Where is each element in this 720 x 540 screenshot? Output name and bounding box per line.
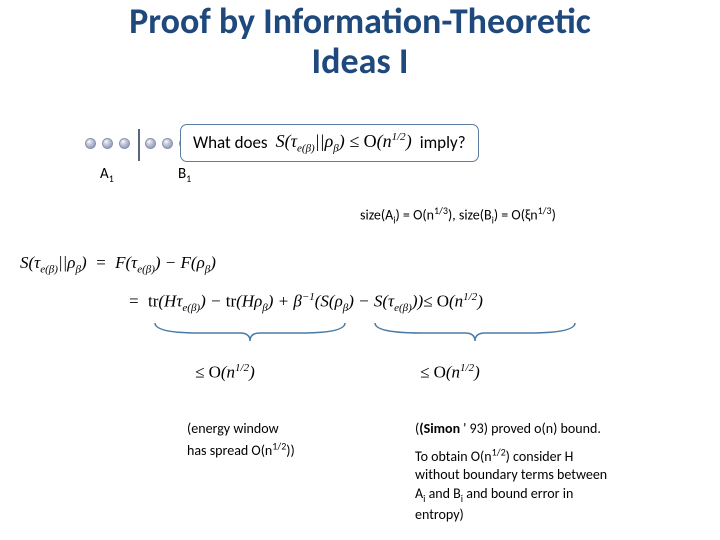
size-line: size(Ai) = O(n1/3), size(Bi) = O(ξn1/3) — [360, 204, 556, 226]
question-prefix: What does — [193, 132, 268, 153]
caption-right-l1: ((Simon ' 93) proved o(n) bound. — [415, 420, 601, 437]
label-a1: A1 — [100, 165, 114, 185]
title-line1: Proof by Information-Theoretic — [129, 0, 591, 43]
deriv-line1: S(τe(β)||ρβ) = F(τe(β)) − F(ρβ) — [20, 253, 216, 275]
caption-left: (energy window has spread O(n1/2)) — [187, 420, 367, 460]
dot — [145, 138, 156, 149]
label-b-text: B — [178, 165, 186, 183]
label-a-sub: 1 — [109, 172, 114, 185]
brace-left — [150, 318, 350, 354]
caption-left-l2: has spread O(n1/2)) — [187, 442, 295, 459]
caption-right-l5: entropy) — [415, 506, 464, 523]
label-a-text: A — [100, 165, 109, 183]
deriv-line2: = tr(Hτe(β)) − tr(Hρβ) + β−1(S(ρβ) − S(τ… — [128, 291, 483, 314]
caption-right: ((Simon ' 93) proved o(n) bound. To obta… — [415, 420, 720, 525]
dots-group-a — [85, 138, 130, 149]
caption-right-l4: Ai and Bi and bound error in — [415, 485, 573, 502]
caption-right-l3: without boundary terms between — [415, 466, 607, 483]
question-suffix: imply? — [420, 132, 466, 153]
question-box: What does S(τe(β)||ρβ) ≤ O(n1/2) imply? — [180, 124, 479, 162]
brace-right — [370, 318, 580, 354]
label-b-sub: 1 — [186, 172, 191, 185]
label-b1: B1 — [178, 165, 191, 185]
ab-divider — [138, 129, 140, 161]
caption-right-l2: To obtain O(n1/2) consider H — [415, 448, 573, 465]
title-line2: Ideas I — [312, 39, 409, 83]
slide-title: Proof by Information-Theoretic Ideas I — [0, 0, 720, 81]
dot — [85, 138, 96, 149]
caption-left-l1: (energy window — [187, 420, 279, 437]
question-formula: S(τe(β)||ρβ) ≤ O(n1/2) — [276, 131, 412, 155]
dot — [119, 138, 130, 149]
dot — [162, 138, 173, 149]
bound-left: ≤ O(n1/2) — [195, 362, 255, 383]
bound-right: ≤ O(n1/2) — [420, 362, 480, 383]
dot — [102, 138, 113, 149]
